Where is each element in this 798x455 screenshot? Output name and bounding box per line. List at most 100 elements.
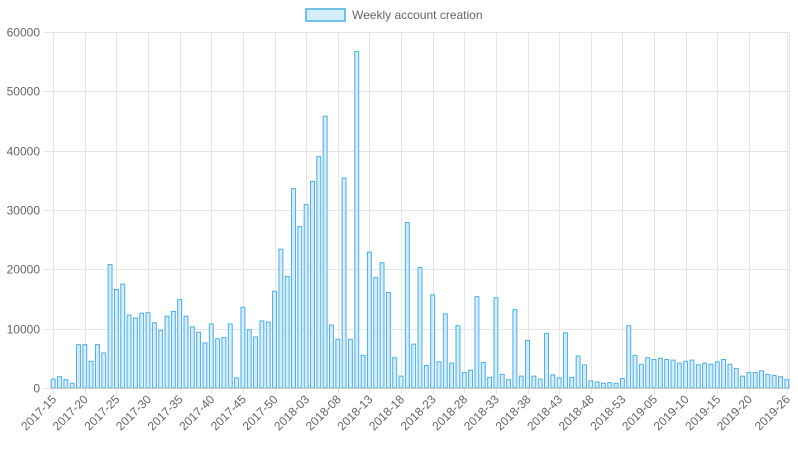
bar[interactable]	[537, 378, 543, 389]
bar[interactable]	[76, 344, 81, 389]
bar[interactable]	[151, 322, 157, 389]
bar[interactable]	[708, 363, 714, 389]
bar[interactable]	[531, 375, 537, 389]
bar[interactable]	[82, 344, 88, 389]
bar[interactable]	[398, 375, 404, 389]
legend-swatch[interactable]	[305, 8, 346, 22]
bar[interactable]	[272, 290, 277, 389]
bar[interactable]	[632, 354, 638, 389]
bar[interactable]	[581, 364, 587, 389]
bar[interactable]	[600, 382, 606, 389]
bar[interactable]	[626, 325, 632, 389]
bar[interactable]	[101, 352, 107, 389]
bar[interactable]	[265, 321, 271, 389]
bar[interactable]	[385, 291, 391, 389]
bar[interactable]	[430, 294, 436, 389]
bar[interactable]	[613, 382, 619, 389]
bar[interactable]	[525, 340, 530, 389]
bar[interactable]	[727, 363, 733, 389]
bar[interactable]	[556, 377, 562, 389]
bar[interactable]	[676, 362, 682, 389]
bar[interactable]	[107, 264, 113, 389]
bar[interactable]	[253, 336, 259, 389]
bar[interactable]	[310, 181, 315, 389]
bar[interactable]	[746, 372, 752, 389]
bar[interactable]	[733, 367, 739, 389]
bar[interactable]	[297, 226, 303, 389]
bar[interactable]	[455, 325, 461, 389]
bar[interactable]	[721, 359, 727, 389]
bar[interactable]	[284, 275, 290, 389]
bar[interactable]	[784, 379, 790, 389]
bar[interactable]	[651, 359, 657, 389]
bar[interactable]	[404, 221, 410, 389]
bar[interactable]	[499, 373, 505, 389]
bar[interactable]	[436, 361, 442, 389]
bar[interactable]	[177, 299, 183, 389]
bar[interactable]	[145, 312, 151, 389]
bar[interactable]	[316, 156, 322, 389]
bar[interactable]	[702, 362, 708, 389]
bar[interactable]	[683, 360, 689, 389]
bar[interactable]	[765, 373, 771, 389]
bar[interactable]	[449, 362, 455, 389]
bar[interactable]	[752, 372, 758, 389]
bar[interactable]	[202, 342, 208, 389]
bar[interactable]	[411, 343, 417, 389]
bar[interactable]	[638, 363, 644, 389]
bar[interactable]	[303, 204, 309, 389]
bar[interactable]	[518, 375, 524, 389]
bar[interactable]	[328, 324, 334, 389]
bar[interactable]	[619, 378, 625, 389]
bar[interactable]	[132, 317, 138, 389]
bar[interactable]	[139, 312, 145, 389]
bar[interactable]	[69, 382, 75, 389]
bar[interactable]	[423, 364, 429, 389]
bar[interactable]	[341, 177, 347, 389]
bar[interactable]	[278, 248, 284, 389]
bar[interactable]	[373, 277, 379, 389]
bar[interactable]	[227, 323, 233, 389]
bar[interactable]	[563, 332, 568, 389]
bar[interactable]	[215, 338, 221, 389]
bar[interactable]	[120, 283, 126, 389]
bar[interactable]	[347, 338, 353, 389]
bar[interactable]	[221, 337, 227, 389]
bar[interactable]	[550, 374, 556, 389]
bar[interactable]	[759, 370, 765, 389]
bar[interactable]	[158, 329, 164, 389]
bar[interactable]	[778, 376, 783, 389]
bar[interactable]	[670, 359, 676, 389]
bar[interactable]	[259, 320, 265, 389]
bar[interactable]	[487, 376, 493, 389]
bar[interactable]	[771, 375, 777, 389]
bar[interactable]	[588, 380, 594, 389]
bar[interactable]	[740, 375, 746, 389]
bar[interactable]	[657, 357, 663, 389]
bar[interactable]	[512, 309, 518, 389]
bar[interactable]	[695, 364, 701, 389]
bar[interactable]	[189, 326, 195, 389]
bar[interactable]	[164, 315, 170, 389]
legend[interactable]: Weekly account creation	[305, 8, 483, 22]
bar[interactable]	[196, 331, 202, 389]
bar[interactable]	[714, 361, 720, 389]
bar[interactable]	[664, 359, 670, 389]
bar[interactable]	[170, 310, 176, 389]
bar[interactable]	[113, 289, 119, 389]
bar[interactable]	[354, 51, 360, 389]
bar[interactable]	[322, 115, 328, 389]
bar[interactable]	[468, 369, 474, 389]
bar[interactable]	[544, 332, 549, 389]
bar[interactable]	[360, 354, 366, 389]
bar[interactable]	[50, 378, 56, 389]
bar[interactable]	[417, 267, 423, 389]
bar[interactable]	[607, 382, 613, 389]
bar[interactable]	[461, 372, 467, 389]
bar[interactable]	[645, 357, 651, 389]
bar[interactable]	[240, 306, 246, 389]
bar[interactable]	[569, 376, 575, 389]
bar[interactable]	[506, 379, 512, 389]
bar[interactable]	[246, 329, 252, 389]
bar[interactable]	[366, 251, 372, 389]
